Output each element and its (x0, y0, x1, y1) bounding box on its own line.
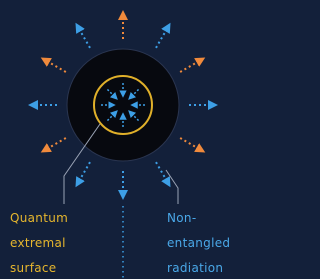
label-line: entangled (167, 236, 230, 250)
diagram: Quantum extremal surface Non- entangled … (0, 0, 247, 279)
label-line: Quantum (10, 211, 68, 225)
label-line: Non- (167, 211, 196, 225)
black-hole (67, 49, 179, 161)
label-line: extremal (10, 236, 66, 250)
label-line: surface (10, 261, 56, 275)
label-line: radiation (167, 261, 223, 275)
